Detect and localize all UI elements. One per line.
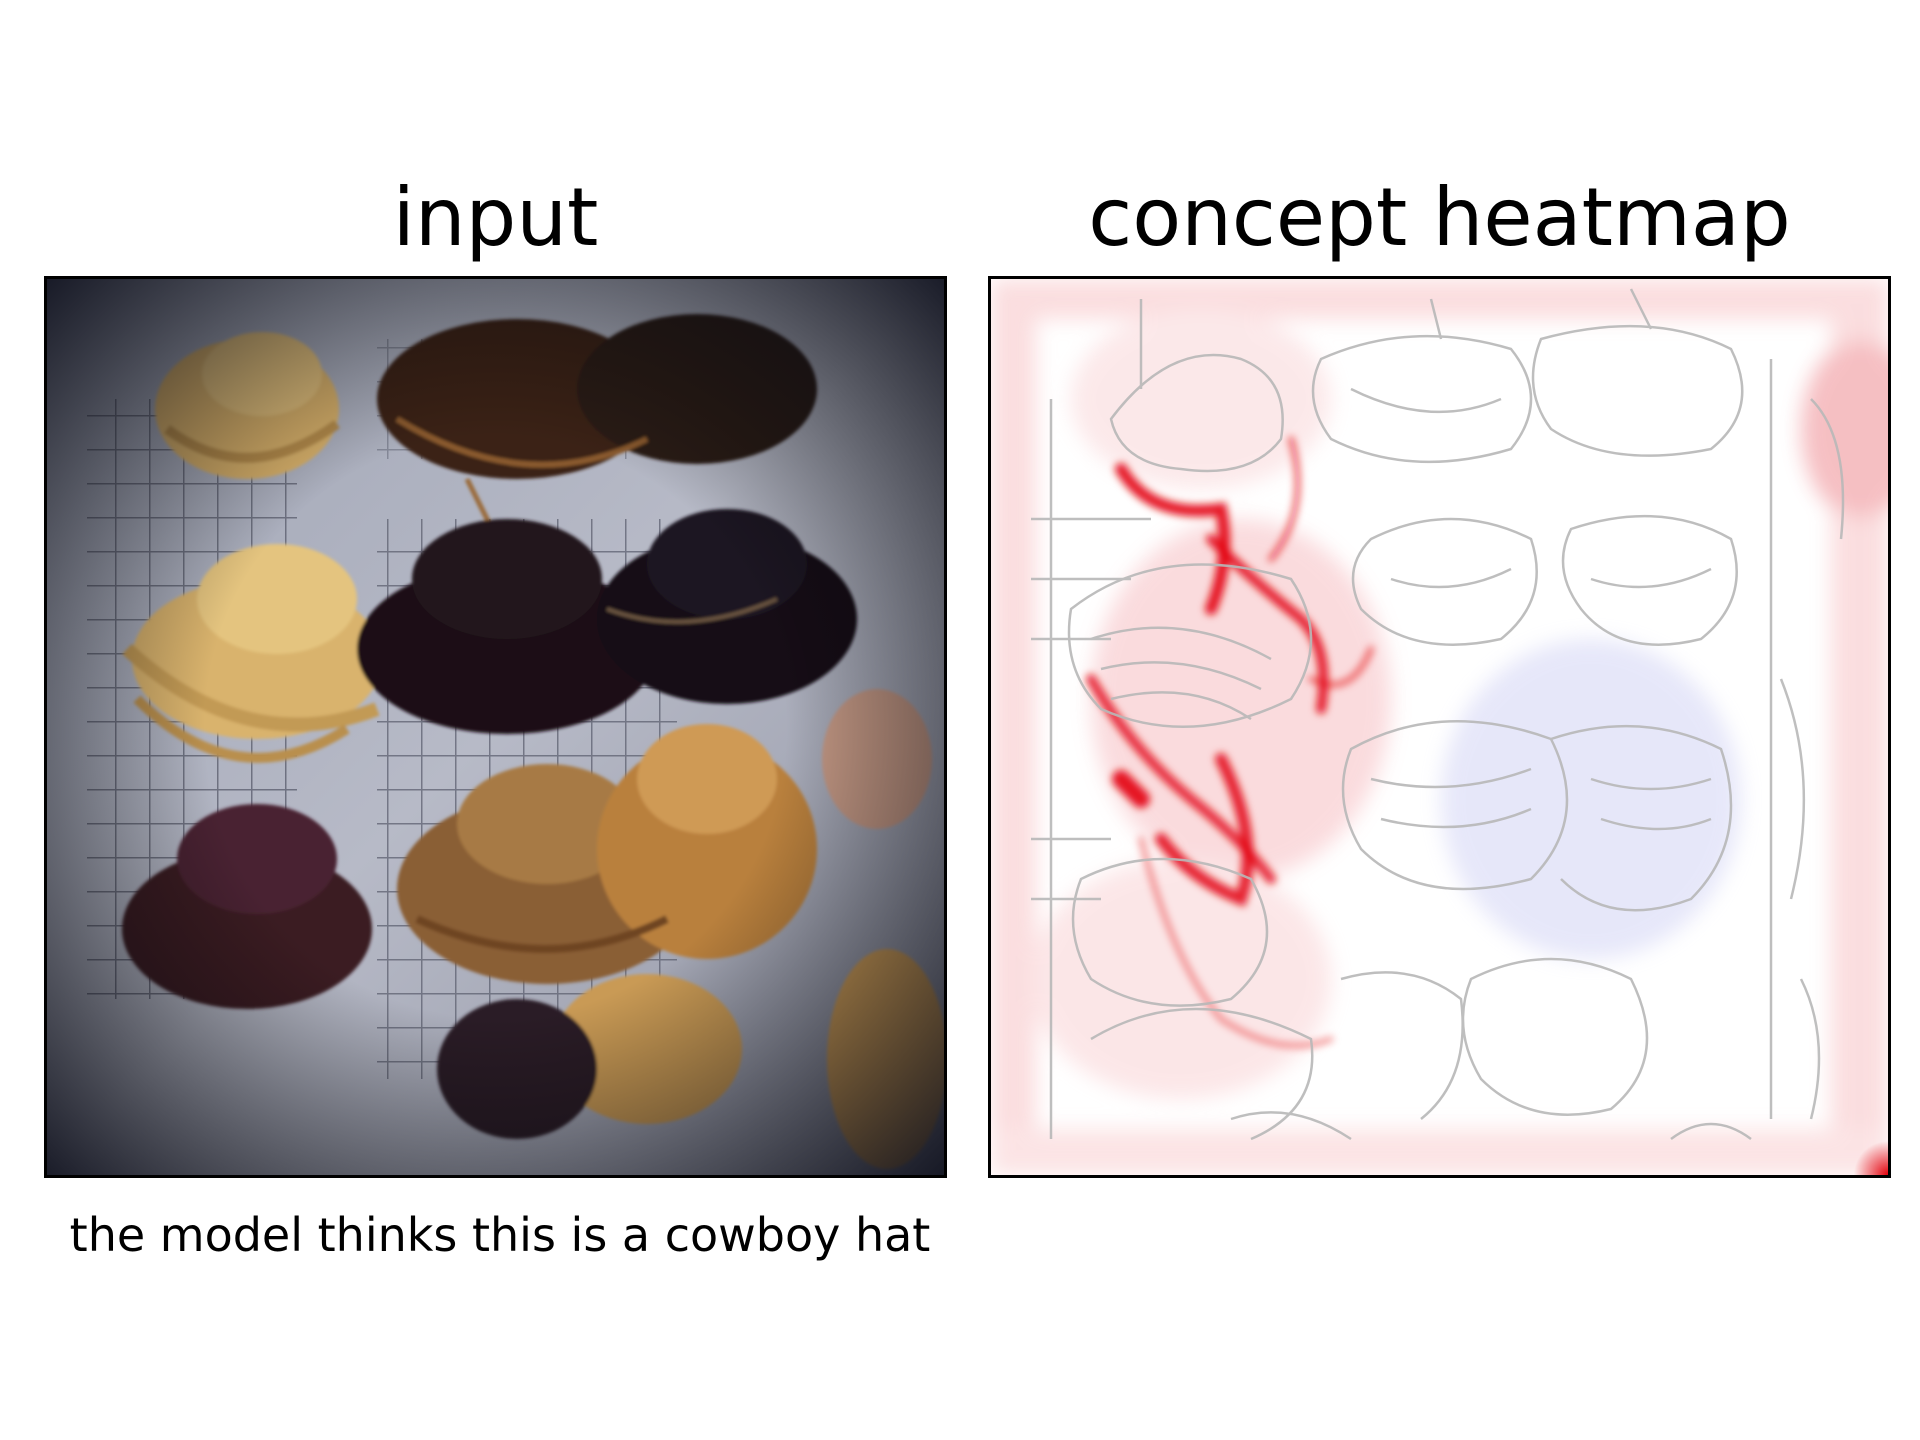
concept-heatmap	[988, 276, 1891, 1178]
input-panel-title: input	[392, 171, 599, 264]
input-image	[44, 276, 947, 1178]
heatmap-panel-title: concept heatmap	[1088, 171, 1791, 264]
input-photo-illustration	[47, 279, 944, 1175]
figure-caption: the model thinks this is a cowboy hat	[69, 1208, 931, 1262]
heatmap-illustration	[991, 279, 1888, 1175]
